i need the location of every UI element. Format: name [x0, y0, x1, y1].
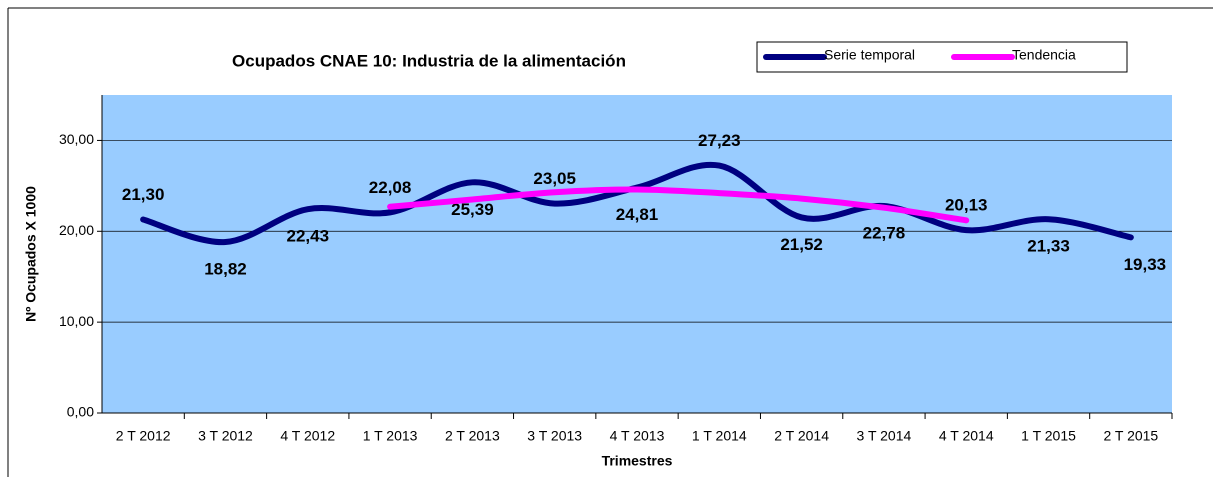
- data-label: 21,33: [1027, 237, 1070, 256]
- x-tick-label: 4 T 2012: [280, 428, 335, 444]
- x-tick-label: 2 T 2012: [116, 428, 171, 444]
- x-tick-label: 1 T 2014: [692, 428, 747, 444]
- x-tick-label: 3 T 2014: [857, 428, 912, 444]
- x-axis-title: Trimestres: [602, 453, 673, 469]
- y-tick-label: 30,00: [59, 131, 94, 147]
- x-tick-label: 4 T 2013: [610, 428, 665, 444]
- x-tick-label: 1 T 2015: [1021, 428, 1076, 444]
- y-tick-label: 10,00: [59, 313, 94, 329]
- data-label: 20,13: [945, 196, 988, 215]
- data-label: 19,33: [1124, 255, 1167, 274]
- series-line: [387, 186, 970, 224]
- x-tick-label: 2 T 2013: [445, 428, 500, 444]
- x-tick-label: 3 T 2013: [527, 428, 582, 444]
- x-tick-label: 4 T 2014: [939, 428, 994, 444]
- data-label: 22,78: [863, 224, 906, 243]
- x-tick-label: 1 T 2013: [363, 428, 418, 444]
- legend-label: Serie temporal: [824, 47, 915, 63]
- legend-label: Tendencia: [1012, 47, 1076, 63]
- y-tick-label: 20,00: [59, 222, 94, 238]
- data-label: 25,39: [451, 200, 494, 219]
- y-axis-title: Nº Ocupados X 1000: [23, 186, 39, 322]
- plot-area: [102, 95, 1172, 413]
- data-label: 22,43: [286, 227, 329, 246]
- data-label: 23,05: [533, 169, 576, 188]
- y-tick-label: 0,00: [67, 404, 94, 420]
- data-label: 21,30: [122, 185, 165, 204]
- x-tick-label: 3 T 2012: [198, 428, 253, 444]
- data-label: 18,82: [204, 259, 247, 278]
- x-tick-label: 2 T 2014: [774, 428, 829, 444]
- chart-title: Ocupados CNAE 10: Industria de la alimen…: [232, 51, 626, 70]
- data-label: 27,23: [698, 131, 741, 150]
- data-label: 21,52: [780, 235, 823, 254]
- x-tick-label: 2 T 2015: [1103, 428, 1158, 444]
- data-label: 22,08: [369, 178, 412, 197]
- data-label: 24,81: [616, 205, 659, 224]
